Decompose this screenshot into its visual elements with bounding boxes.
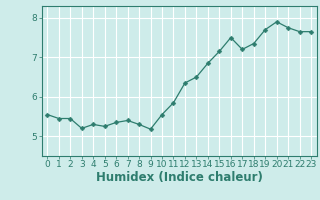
X-axis label: Humidex (Indice chaleur): Humidex (Indice chaleur)	[96, 171, 263, 184]
